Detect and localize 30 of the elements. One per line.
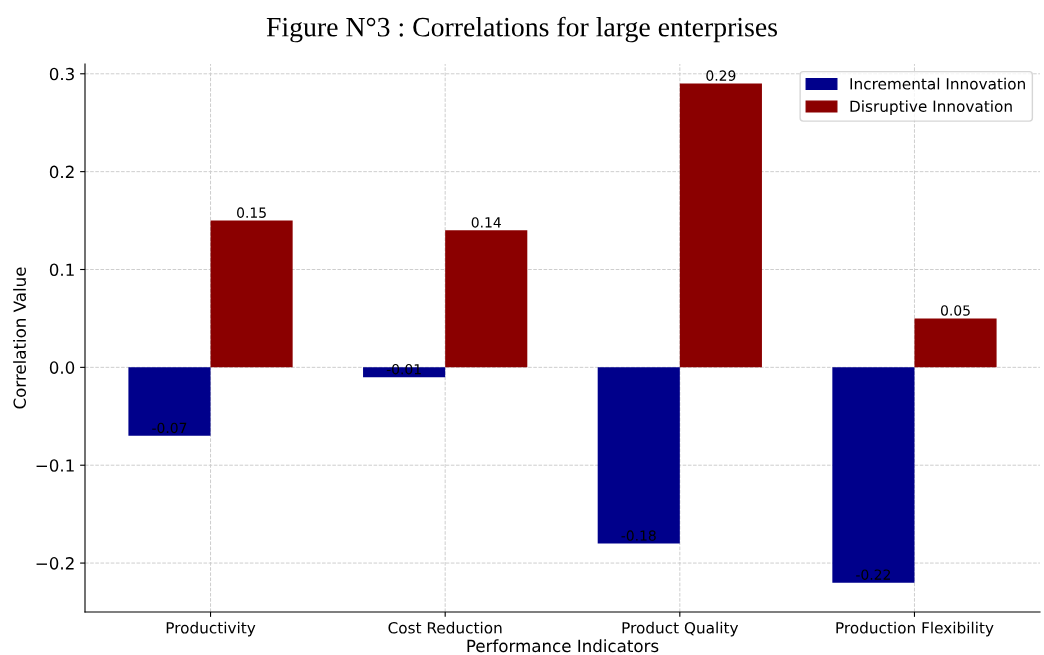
data-label: 0.29 — [706, 70, 736, 81]
legend-label: Incremental Innovation — [850, 77, 1025, 90]
y-axis-title: Correlation Value — [13, 267, 27, 409]
bar — [914, 318, 997, 368]
data-label: -0.22 — [856, 569, 890, 580]
y-tick-label: 0.1 — [49, 263, 74, 277]
bar — [679, 83, 762, 368]
bar — [445, 230, 528, 368]
x-axis-title: Performance Indicators — [467, 639, 659, 653]
data-label: 0.05 — [940, 305, 970, 316]
y-tick-label: −0.1 — [36, 459, 74, 472]
data-label: 0.14 — [471, 217, 501, 228]
bar — [128, 367, 211, 436]
data-label: 0.15 — [237, 207, 266, 218]
legend-label: Disruptive Innovation — [850, 100, 1012, 115]
data-label: -0.07 — [152, 422, 187, 434]
y-tick-label: 0.2 — [49, 165, 74, 179]
x-tick-label: Productivity — [166, 621, 256, 637]
bar — [832, 367, 915, 583]
y-tick-label: −0.2 — [36, 557, 74, 570]
chart-title: Figure N°3 : Correlations for large enterprises — [266, 16, 777, 43]
data-label: -0.01 — [386, 363, 421, 375]
bar — [210, 220, 293, 368]
bar — [597, 367, 680, 544]
x-tick-label: Product Quality — [622, 621, 739, 637]
x-tick-label: Production Flexibility — [836, 621, 994, 637]
x-tick-label: Cost Reduction — [388, 621, 502, 634]
y-tick-label: 0.0 — [49, 361, 75, 374]
y-tick-label: 0.3 — [49, 67, 74, 81]
data-label: -0.18 — [621, 530, 656, 541]
